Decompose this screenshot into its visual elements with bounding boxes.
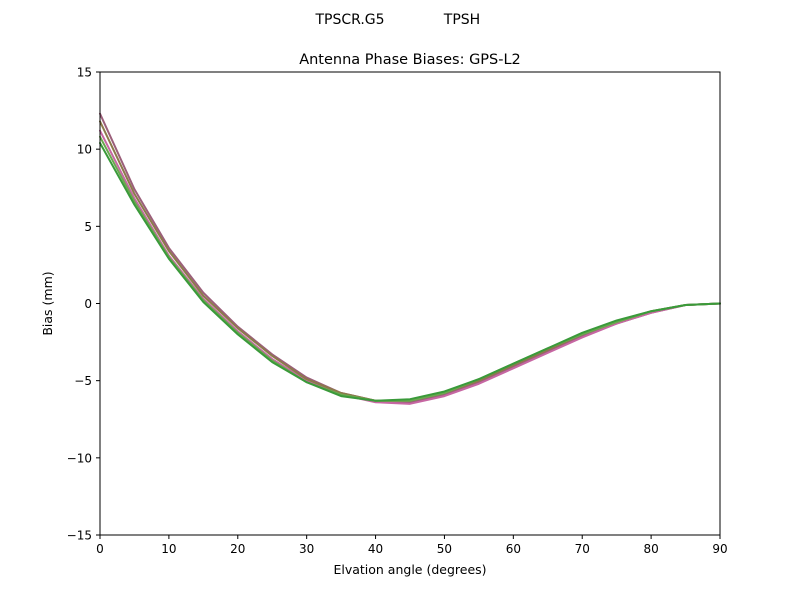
x-tick-label: 0 <box>96 542 104 556</box>
y-axis: −15 −10 −5 0 5 10 15 <box>67 66 100 543</box>
chart-title: Antenna Phase Biases: GPS-L2 <box>299 52 521 68</box>
series-layer <box>99 112 721 405</box>
x-tick-label: 80 <box>643 542 658 556</box>
x-tick-label: 60 <box>506 542 521 556</box>
suptitle-radome: TPSH <box>443 12 480 28</box>
x-tick-label: 50 <box>437 542 452 556</box>
y-tick-label: 10 <box>77 143 92 157</box>
plot-frame <box>99 71 721 536</box>
x-tick-label: 20 <box>230 542 245 556</box>
series-line <box>99 129 721 405</box>
y-tick-label: −5 <box>74 374 92 388</box>
x-tick-label: 10 <box>161 542 176 556</box>
suptitle-antenna: TPSCR.G5 <box>314 12 384 28</box>
series-line <box>99 112 721 404</box>
x-tick-label: 40 <box>368 542 383 556</box>
y-tick-label: −10 <box>67 451 92 465</box>
series-line <box>99 120 721 402</box>
y-tick-label: 0 <box>84 297 92 311</box>
x-axis: 0 10 20 30 40 50 60 70 80 90 <box>96 535 728 556</box>
y-axis-label: Bias (mm) <box>40 271 55 335</box>
x-tick-label: 70 <box>575 542 590 556</box>
x-axis-label: Elvation angle (degrees) <box>333 562 486 577</box>
y-tick-label: 15 <box>77 66 92 80</box>
series-line <box>99 135 721 402</box>
x-tick-label: 90 <box>712 542 727 556</box>
y-tick-label: −15 <box>67 529 92 543</box>
x-tick-label: 30 <box>299 542 314 556</box>
y-tick-label: 5 <box>84 220 92 234</box>
series-line <box>99 141 721 402</box>
